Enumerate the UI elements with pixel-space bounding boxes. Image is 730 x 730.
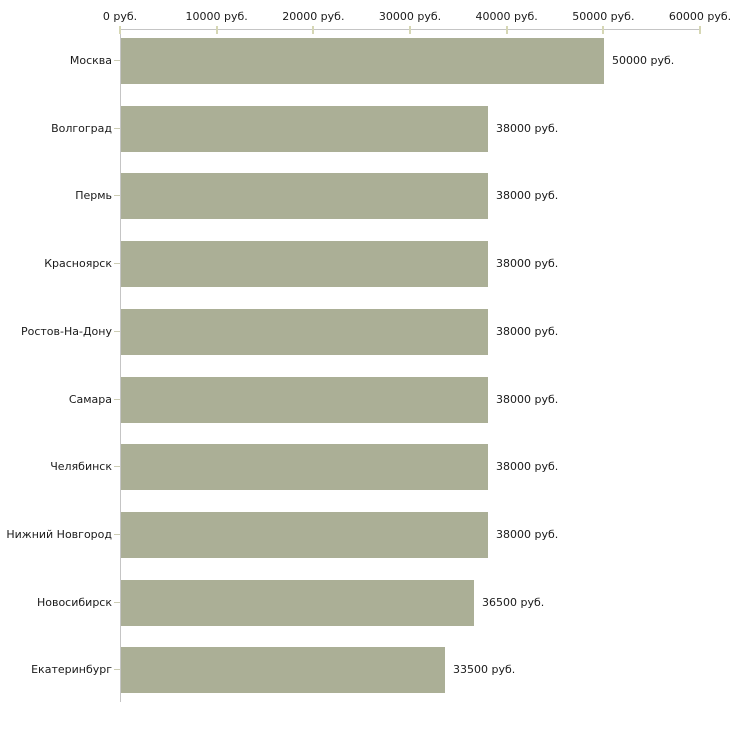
bar: [121, 106, 488, 152]
value-label: 50000 руб.: [612, 54, 675, 67]
category-label: Москва: [69, 54, 112, 67]
x-axis-tick-label: 60000 руб.: [668, 10, 730, 23]
category-label: Ростов-На-Дону: [20, 325, 112, 338]
value-label: 33500 руб.: [453, 663, 516, 676]
category-tick-mark: [114, 60, 120, 61]
x-axis-tick-label: 10000 руб.: [185, 10, 248, 23]
x-axis-tick-mark: [602, 26, 605, 34]
x-axis-tick-mark: [119, 26, 121, 34]
bar: [121, 241, 488, 287]
x-axis-tick-label: 30000 руб.: [378, 10, 442, 23]
x-axis-tick-label: 20000 руб.: [282, 10, 345, 23]
bar: [121, 580, 474, 626]
category-tick-mark: [114, 128, 120, 129]
x-axis-tick-mark: [409, 26, 411, 34]
category-tick-mark: [114, 534, 120, 535]
category-label: Красноярск: [44, 257, 112, 270]
category-tick-mark: [114, 602, 120, 603]
bar-row: Новосибирск 36500 руб.: [0, 580, 730, 626]
bar-row: Челябинск 38000 руб.: [0, 444, 730, 490]
category-tick-mark: [114, 669, 120, 670]
category-label: Новосибирск: [36, 596, 112, 609]
value-label: 38000 руб.: [496, 189, 559, 202]
value-label: 38000 руб.: [496, 393, 559, 406]
category-tick-mark: [114, 195, 120, 196]
bar: [121, 512, 488, 558]
value-label: 36500 руб.: [482, 596, 545, 609]
x-axis-tick-mark: [312, 26, 315, 34]
bar-row: Красноярск 38000 руб.: [0, 241, 730, 287]
value-label: 38000 руб.: [496, 528, 559, 541]
category-tick-mark: [114, 399, 120, 400]
bar-row: Екатеринбург 33500 руб.: [0, 647, 730, 693]
bar: [121, 377, 488, 423]
bar: [121, 38, 604, 84]
bar: [121, 444, 488, 490]
category-label: Челябинск: [50, 460, 112, 473]
y-axis-line: [120, 29, 121, 702]
category-label: Самара: [68, 393, 112, 406]
category-tick-mark: [114, 466, 120, 467]
bar-row: Пермь 38000 руб.: [0, 173, 730, 219]
category-label: Пермь: [75, 189, 112, 202]
x-axis-tick-label: 0 руб.: [102, 10, 138, 23]
bar-row: Ростов-На-Дону 38000 руб.: [0, 309, 730, 355]
bar: [121, 173, 488, 219]
bar: [121, 309, 488, 355]
bar-row: Самара 38000 руб.: [0, 377, 730, 423]
category-label: Екатеринбург: [31, 663, 112, 676]
bar-row: Москва 50000 руб.: [0, 38, 730, 84]
category-tick-mark: [114, 263, 120, 264]
value-label: 38000 руб.: [496, 325, 559, 338]
value-label: 38000 руб.: [496, 460, 559, 473]
x-axis-tick-mark: [505, 26, 508, 34]
value-label: 38000 руб.: [496, 257, 559, 270]
value-label: 38000 руб.: [496, 122, 559, 135]
x-axis-tick-label: 40000 руб.: [475, 10, 538, 23]
bar-row: Нижний Новгород 38000 руб.: [0, 512, 730, 558]
bar: [121, 647, 445, 693]
category-label: Нижний Новгород: [6, 528, 112, 541]
x-axis-tick-label: 50000 руб.: [572, 10, 635, 23]
x-axis-tick-mark: [699, 26, 701, 34]
x-axis-tick-mark: [215, 26, 218, 34]
category-tick-mark: [114, 331, 120, 332]
category-label: Волгоград: [51, 122, 112, 135]
bar-row: Волгоград 38000 руб.: [0, 106, 730, 152]
